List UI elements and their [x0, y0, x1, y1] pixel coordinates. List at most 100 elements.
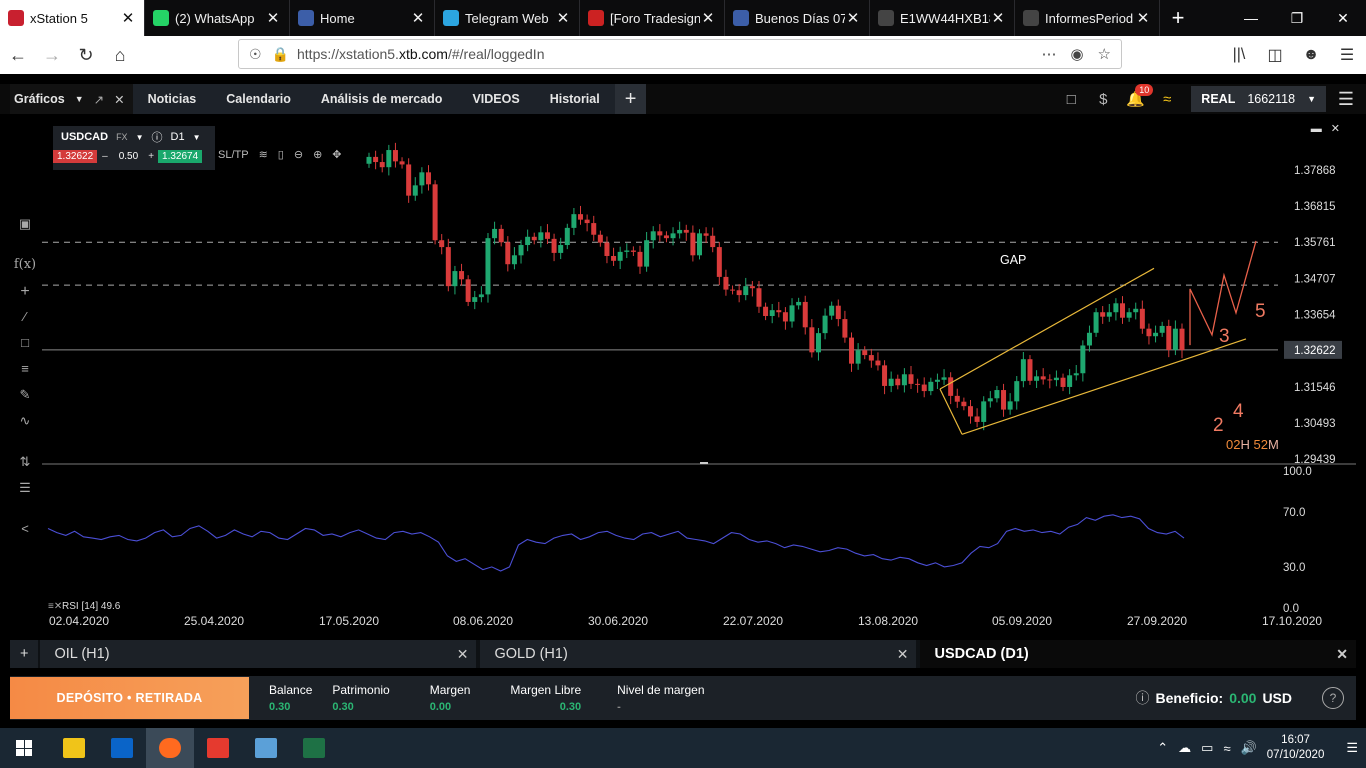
candles-icon[interactable]: ▯: [277, 149, 284, 161]
back-arrow-icon[interactable]: ←: [9, 44, 27, 65]
close-window-icon[interactable]: ✕: [1337, 9, 1349, 26]
file-explorer-icon[interactable]: [50, 728, 98, 768]
minimize-chart-icon[interactable]: ▬: [1310, 123, 1322, 135]
close-tab-icon[interactable]: ✕: [411, 10, 425, 27]
chart-tab-oil[interactable]: OIL (H1) ✕: [40, 640, 477, 668]
sltp-button[interactable]: SL/TP: [218, 148, 249, 161]
move-icon[interactable]: ✥: [332, 149, 342, 161]
sell-button[interactable]: 1.32622: [53, 149, 98, 163]
new-tab-button[interactable]: +: [1171, 5, 1185, 30]
line-tool-icon[interactable]: ∕: [23, 309, 27, 324]
zoom-out-icon[interactable]: ⊖: [293, 149, 304, 161]
close-icon[interactable]: ✕: [896, 645, 909, 662]
symbol-label[interactable]: USDCAD: [61, 131, 109, 143]
tab-videos[interactable]: VIDEOS: [472, 92, 520, 106]
library-icon[interactable]: ||\: [1232, 46, 1246, 63]
volume-input[interactable]: 0.50: [118, 150, 139, 162]
rectangle-tool-icon[interactable]: □: [21, 335, 29, 350]
tab-noticias[interactable]: Noticias: [147, 92, 197, 106]
close-tab-icon[interactable]: ✕: [1136, 10, 1150, 27]
price-chart[interactable]: GAP 2 3 4 5 1.37868 1.36815 1.35761 1.34707 1.336…: [42, 114, 1356, 638]
chevron-down-icon[interactable]: ▼: [135, 132, 144, 142]
anydesk-icon[interactable]: [194, 728, 242, 768]
deposit-withdraw-button[interactable]: DEPÓSITO • RETIRADA: [10, 677, 249, 719]
outlook-icon[interactable]: [98, 728, 146, 768]
minimize-window-icon[interactable]: —: [1244, 10, 1258, 26]
tab-historial[interactable]: Historial: [549, 92, 600, 106]
buy-button[interactable]: 1.32674: [158, 149, 203, 163]
browser-tab[interactable]: InformesPeriod ✕: [1015, 0, 1160, 36]
clock[interactable]: 16:07 07/10/2020: [1267, 733, 1325, 763]
pocket-icon[interactable]: ◉: [1070, 46, 1084, 63]
info-icon[interactable]: ⓘ: [151, 132, 163, 144]
indicator-icon[interactable]: f(x): [13, 257, 37, 272]
close-icon[interactable]: ✕: [456, 645, 469, 662]
bookmark-star-icon[interactable]: ☆: [1097, 46, 1111, 63]
browser-tab[interactable]: (2) WhatsApp ✕: [145, 0, 290, 36]
fibonacci-tool-icon[interactable]: ≡: [21, 361, 29, 376]
zoom-in-icon[interactable]: ⊕: [313, 149, 323, 161]
close-icon[interactable]: ✕: [114, 92, 125, 107]
tab-calendario[interactable]: Calendario: [226, 92, 291, 106]
reload-icon[interactable]: ↻: [78, 44, 94, 65]
close-tab-icon[interactable]: ✕: [121, 10, 135, 27]
browser-tab[interactable]: [Foro Tradesign ✕: [580, 0, 725, 36]
help-icon[interactable]: ?: [1322, 687, 1344, 709]
volume-icon[interactable]: 🔊: [1240, 740, 1257, 755]
tab-analisis[interactable]: Análisis de mercado: [320, 92, 443, 106]
share-icon[interactable]: <: [21, 521, 29, 536]
deposit-dollar-icon[interactable]: $: [1099, 90, 1108, 108]
restore-window-icon[interactable]: ❐: [1290, 9, 1304, 26]
home-icon[interactable]: ⌂: [114, 44, 126, 65]
notifications-icon[interactable]: ☰: [1346, 740, 1358, 755]
onedrive-cloud-icon[interactable]: ☁: [1178, 740, 1192, 755]
timeframe-select[interactable]: D1: [170, 131, 185, 143]
sidebar-icon[interactable]: ◫: [1267, 47, 1283, 64]
chevron-down-icon[interactable]: ▼: [192, 132, 201, 142]
chart-tab-usdcad[interactable]: USDCAD (D1) ✕: [920, 640, 1356, 668]
browser-tab[interactable]: Home ✕: [290, 0, 435, 36]
close-tab-icon[interactable]: ✕: [701, 10, 715, 27]
browser-tab[interactable]: Telegram Web ✕: [435, 0, 580, 36]
crosshair-icon[interactable]: +: [20, 283, 30, 300]
tab-graficos[interactable]: Gráficos ▼ ↗ ✕: [10, 84, 133, 114]
menu-icon[interactable]: ☰: [1339, 47, 1355, 64]
account-selector[interactable]: REAL 1662118 ▼: [1191, 86, 1326, 112]
url-bar[interactable]: ☉ 🔒 https://xstation5.xtb.com/#/real/log…: [238, 39, 1122, 69]
more-actions-icon[interactable]: ⋯: [1041, 46, 1057, 63]
browser-tab[interactable]: Buenos Días 07. ✕: [725, 0, 870, 36]
excel-icon[interactable]: [290, 728, 338, 768]
info-icon[interactable]: ⓘ: [1135, 690, 1150, 706]
add-chart-button[interactable]: +: [10, 640, 39, 668]
account-icon[interactable]: ☻: [1302, 46, 1320, 63]
line-chart-icon[interactable]: ≋: [258, 149, 268, 161]
close-chart-icon[interactable]: ✕: [1330, 123, 1340, 135]
close-tab-icon[interactable]: ✕: [846, 10, 860, 27]
layers-icon[interactable]: ☰: [19, 480, 31, 495]
close-tab-icon[interactable]: ✕: [556, 10, 570, 27]
close-tab-icon[interactable]: ✕: [266, 10, 280, 27]
wave-tool-icon[interactable]: ∿: [19, 413, 31, 428]
fullscreen-icon[interactable]: □: [1066, 90, 1076, 108]
control-panel-icon[interactable]: [242, 728, 290, 768]
indicators-settings-icon[interactable]: ⇅: [19, 454, 31, 469]
plus-button[interactable]: +: [148, 150, 155, 162]
popout-icon[interactable]: ↗: [93, 92, 105, 107]
chart-type-icon[interactable]: ▣: [18, 216, 32, 231]
bell-icon[interactable]: 🔔 10: [1119, 84, 1154, 108]
close-icon[interactable]: ✕: [1336, 645, 1348, 662]
main-menu-icon[interactable]: ☰: [1337, 88, 1355, 109]
windows-start-icon[interactable]: [0, 728, 48, 768]
battery-icon[interactable]: ▭: [1201, 740, 1214, 755]
forward-arrow-icon[interactable]: →: [43, 44, 61, 65]
pen-tool-icon[interactable]: ✎: [19, 387, 31, 402]
wifi-icon[interactable]: ≈: [1223, 740, 1231, 756]
minus-button[interactable]: –: [102, 150, 108, 162]
chart-tab-gold[interactable]: GOLD (H1) ✕: [480, 640, 917, 668]
chevron-up-icon[interactable]: ⌃: [1157, 740, 1169, 755]
firefox-icon[interactable]: [146, 728, 194, 768]
close-tab-icon[interactable]: ✕: [991, 10, 1005, 27]
browser-tab[interactable]: E1WW44HXB18W.pr✕: [870, 0, 1015, 36]
browser-tab[interactable]: xStation 5 ✕: [0, 0, 145, 36]
add-tab-button[interactable]: +: [614, 84, 647, 114]
